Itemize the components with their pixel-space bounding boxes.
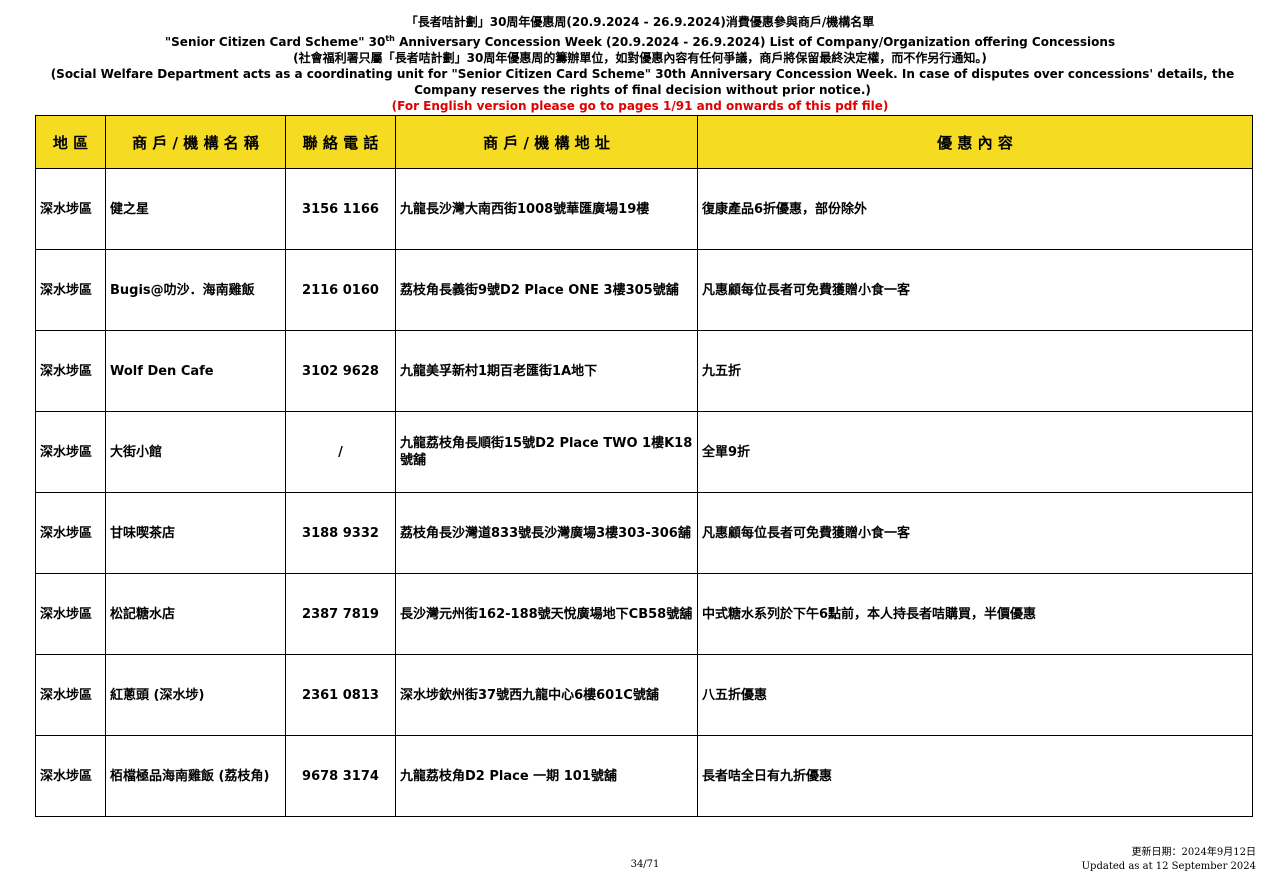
table-cell: 2361 0813	[285, 654, 396, 736]
table-cell: 九龍荔枝角長順街15號D2 Place TWO 1樓K18號舖	[395, 411, 698, 493]
table-row: 深水埗區 大街小館 / 九龍荔枝角長順街15號D2 Place TWO 1樓K18號舖…	[35, 411, 1253, 493]
table-cell: 深水埗區	[35, 168, 106, 250]
table-cell: Bugis@叻沙．海南雞飯	[105, 249, 286, 331]
table-row: 深水埗區 Bugis@叻沙．海南雞飯 2116 0160 荔枝角長義街9號D2 Pla…	[35, 249, 1253, 331]
table-cell: 九五折	[697, 330, 1253, 412]
table-cell: 長者咭全日有九折優惠	[697, 735, 1253, 817]
table-cell: 大街小館	[105, 411, 286, 493]
note-en: (Social Welfare Department acts as a coo…	[50, 67, 1235, 97]
table-cell: 九龍長沙灣大南西街1008號華匯廣場19樓	[395, 168, 698, 250]
table-row: 深水埗區 松記糖水店 2387 7819 長沙灣元州街162-188號天悅廣場地下CB…	[35, 573, 1253, 655]
table-cell: 9678 3174	[285, 735, 396, 817]
table-cell: 3188 9332	[285, 492, 396, 574]
table-cell: 深水埗區	[35, 249, 106, 331]
table-cell: 甘味喫茶店	[105, 492, 286, 574]
table-cell: Wolf Den Cafe	[105, 330, 286, 412]
concession-table: 地 區商 戶 / 機 構 名 稱聯 絡 電 話商 戶 / 機 構 地 址優 惠 …	[35, 115, 1253, 817]
note-red: (For English version please go to pages …	[391, 99, 889, 113]
table-cell: 深水埗區	[35, 573, 106, 655]
table-cell: 深水埗區	[35, 411, 106, 493]
title-en-part: "Senior Citizen Card Scheme" 30	[164, 35, 386, 49]
table-cell: 長沙灣元州街162-188號天悅廣場地下CB58號舖	[395, 573, 698, 655]
table-cell: 中式糖水系列於下午6點前，本人持長者咭購買，半價優惠	[697, 573, 1253, 655]
table-cell: /	[285, 411, 396, 493]
table-cell: 八五折優惠	[697, 654, 1253, 736]
header-row: 地 區商 戶 / 機 構 名 稱聯 絡 電 話商 戶 / 機 構 地 址優 惠 …	[35, 115, 1253, 169]
table-cell: 深水埗區	[35, 654, 106, 736]
table-cell: 凡惠顧每位長者可免費獲贈小食一客	[697, 249, 1253, 331]
table-body: 深水埗區 健之星 3156 1166 九龍長沙灣大南西街1008號華匯廣場19樓 復康產…	[35, 168, 1253, 817]
table-cell: 健之星	[105, 168, 286, 250]
updated-zh: 更新日期：2024年9月12日	[1131, 847, 1256, 858]
note-zh: (社會福利署只屬「長者咭計劃」30周年優惠周的籌辦單位，如對優惠內容有任何爭議，…	[293, 51, 987, 65]
table-cell: 2116 0160	[285, 249, 396, 331]
table-cell: 紅蔥頭 (深水埗)	[105, 654, 286, 736]
table-cell: 栢檔極品海南雞飯 (荔枝角)	[105, 735, 286, 817]
title-en: "Senior Citizen Card Scheme" 30th Annive…	[0, 34, 1280, 50]
table-cell: 深水埗區	[35, 492, 106, 574]
table-row: 深水埗區 甘味喫茶店 3188 9332 荔枝角長沙灣道833號長沙灣廣場3樓303-…	[35, 492, 1253, 574]
header-cell: 聯 絡 電 話	[285, 115, 396, 169]
table-cell: 深水埗區	[35, 330, 106, 412]
header-cell: 地 區	[35, 115, 106, 169]
header-cell: 商 戶 / 機 構 名 稱	[105, 115, 286, 169]
table-row: 深水埗區 栢檔極品海南雞飯 (荔枝角) 9678 3174 九龍荔枝角D2 Place…	[35, 735, 1253, 817]
header-cell: 優 惠 內 容	[697, 115, 1253, 169]
table-row: 深水埗區 Wolf Den Cafe 3102 9628 九龍美孚新村1期百老匯街1A…	[35, 330, 1253, 412]
table-cell: 2387 7819	[285, 573, 396, 655]
table-cell: 松記糖水店	[105, 573, 286, 655]
table-cell: 3102 9628	[285, 330, 396, 412]
table-cell: 荔枝角長義街9號D2 Place ONE 3樓305號舖	[395, 249, 698, 331]
title-en-part: Anniversary Concession Week (20.9.2024 -…	[394, 35, 1116, 49]
table-cell: 荔枝角長沙灣道833號長沙灣廣場3樓303-306舖	[395, 492, 698, 574]
title-zh: 「長者咭計劃」30周年優惠周(20.9.2024 - 26.9.2024)消費優…	[405, 15, 875, 29]
updated-en: Updated as at 12 September 2024	[1081, 861, 1256, 872]
table-row: 深水埗區 健之星 3156 1166 九龍長沙灣大南西街1008號華匯廣場19樓 復康產…	[35, 168, 1253, 250]
page-number: 34/71	[630, 859, 660, 870]
table-cell: 九龍荔枝角D2 Place 一期 101號舖	[395, 735, 698, 817]
table-cell: 深水埗欽州街37號西九龍中心6樓601C號舖	[395, 654, 698, 736]
table-cell: 九龍美孚新村1期百老匯街1A地下	[395, 330, 698, 412]
title-en-sup: th	[385, 34, 395, 43]
table-cell: 3156 1166	[285, 168, 396, 250]
table-row: 深水埗區 紅蔥頭 (深水埗) 2361 0813 深水埗欽州街37號西九龍中心6樓60…	[35, 654, 1253, 736]
table-cell: 全單9折	[697, 411, 1253, 493]
header-cell: 商 戶 / 機 構 地 址	[395, 115, 698, 169]
table-cell: 深水埗區	[35, 735, 106, 817]
table-cell: 復康產品6折優惠，部份除外	[697, 168, 1253, 250]
table-cell: 凡惠顧每位長者可免費獲贈小食一客	[697, 492, 1253, 574]
